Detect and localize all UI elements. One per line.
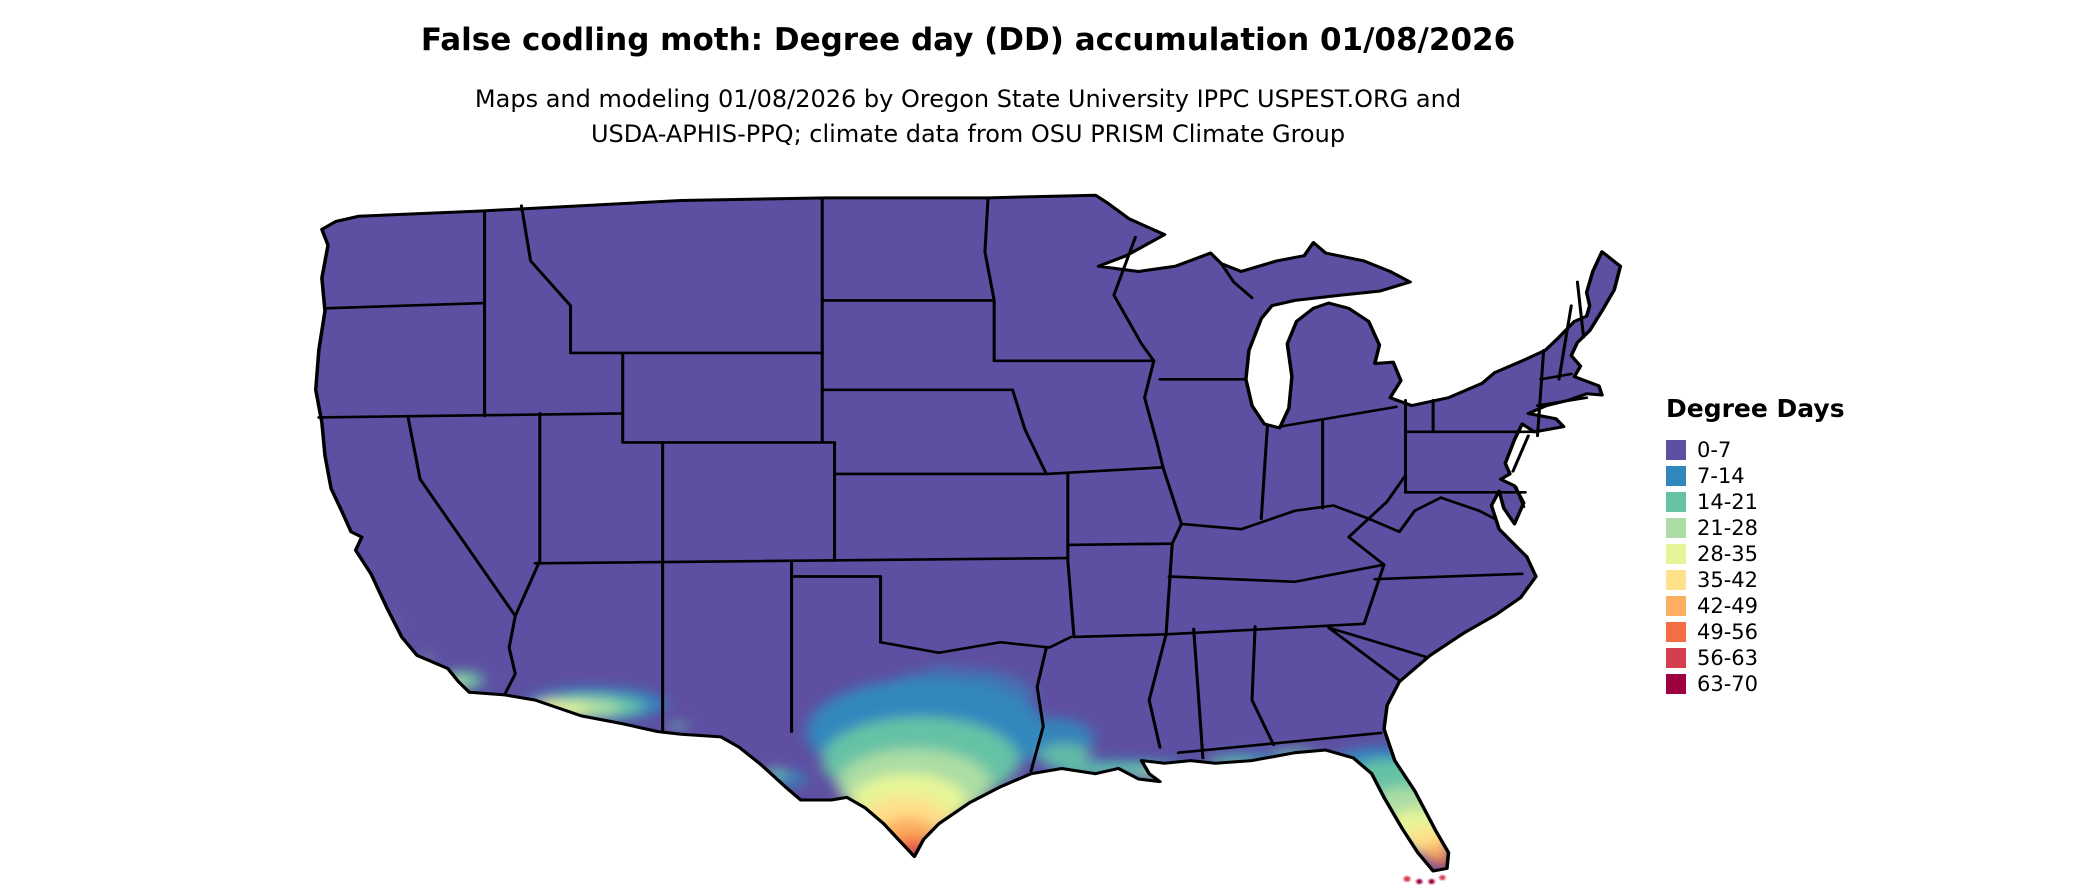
subtitle-line-2: USDA-APHIS-PPQ; climate data from OSU PR… (590, 120, 1346, 148)
legend-label: 28-35 (1697, 541, 1759, 566)
legend: Degree Days 0-7 7-14 14-21 21-28 28-35 3… (1666, 394, 1845, 697)
page-title: False codling moth: Degree day (DD) accu… (420, 22, 1516, 58)
state-borders (317, 196, 1589, 773)
legend-item: 21-28 (1666, 515, 1845, 541)
legend-swatch (1666, 622, 1686, 642)
state-borders-west (317, 196, 1070, 733)
legend-label: 35-42 (1697, 567, 1759, 592)
legend-item: 0-7 (1666, 437, 1845, 463)
florida-keys-dots (1403, 874, 1446, 885)
legend-item: 35-42 (1666, 567, 1845, 593)
legend-item: 14-21 (1666, 489, 1845, 515)
page-subtitle: Maps and modeling 01/08/2026 by Oregon S… (475, 82, 1461, 152)
legend-swatch (1666, 492, 1686, 512)
legend-swatch (1666, 648, 1686, 668)
us-degree-day-map (305, 186, 1625, 892)
legend-title: Degree Days (1666, 394, 1845, 423)
legend-swatch (1666, 544, 1686, 564)
legend-label: 42-49 (1697, 593, 1759, 618)
subtitle-line-1: Maps and modeling 01/08/2026 by Oregon S… (474, 85, 1462, 113)
legend-items: 0-7 7-14 14-21 21-28 28-35 35-42 42-49 4… (1666, 437, 1845, 697)
legend-item: 56-63 (1666, 645, 1845, 671)
nation-outline (313, 193, 1623, 873)
legend-swatch (1666, 440, 1686, 460)
legend-swatch (1666, 570, 1686, 590)
legend-label: 49-56 (1697, 619, 1759, 644)
state-borders-plains (820, 196, 1174, 773)
legend-item: 28-35 (1666, 541, 1845, 567)
legend-item: 7-14 (1666, 463, 1845, 489)
legend-swatch (1666, 674, 1686, 694)
legend-swatch (1666, 596, 1686, 616)
legend-label: 63-70 (1697, 671, 1759, 696)
state-borders-south (1164, 563, 1524, 760)
legend-label: 56-63 (1697, 645, 1759, 670)
legend-item: 42-49 (1666, 593, 1845, 619)
legend-swatch (1666, 466, 1686, 486)
legend-swatch (1666, 518, 1686, 538)
legend-label: 7-14 (1697, 463, 1745, 488)
state-borders-midwest (1112, 235, 1435, 531)
legend-label: 0-7 (1697, 437, 1732, 462)
legend-item: 63-70 (1666, 671, 1845, 697)
legend-label: 14-21 (1697, 489, 1759, 514)
legend-label: 21-28 (1697, 515, 1759, 540)
us-map-svg (313, 193, 1623, 885)
legend-item: 49-56 (1666, 619, 1845, 645)
